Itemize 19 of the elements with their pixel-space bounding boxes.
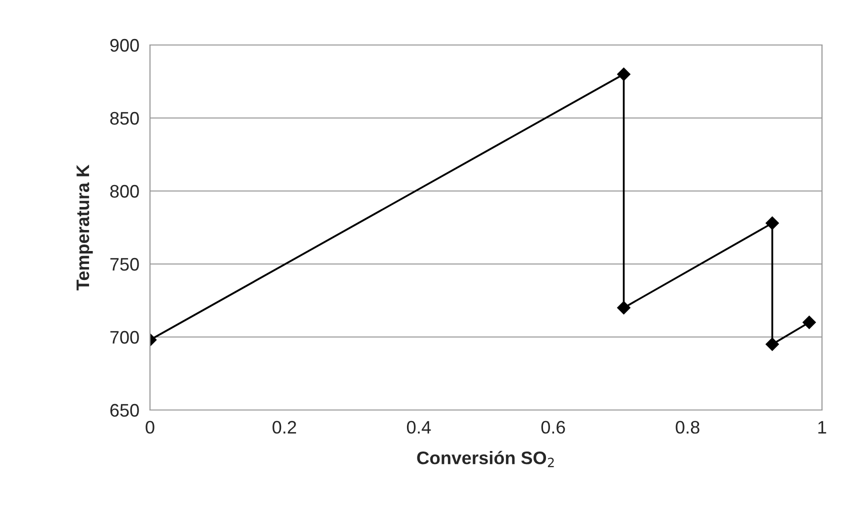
y-tick-label: 850 — [110, 112, 139, 125]
point — [766, 338, 779, 351]
y-tick-label: 800 — [110, 184, 139, 198]
x-tick-label: 0.8 — [676, 420, 700, 434]
y-tick-label: 700 — [110, 330, 139, 344]
x-tick-label: 0.6 — [541, 420, 565, 434]
point — [802, 316, 816, 329]
point — [617, 68, 630, 81]
point — [617, 301, 630, 314]
x-axis-title: Conversión SO$_{2}$ — [417, 450, 554, 468]
point — [766, 216, 779, 230]
y-axis-title: Temperatura K — [76, 164, 93, 290]
x-tick-label: 0 — [146, 420, 154, 434]
x-tick-label: 1 — [818, 421, 826, 434]
x-tick-label: 0.2 — [272, 420, 296, 434]
y-tick-label: 750 — [110, 258, 139, 271]
y-tick-label: 650 — [110, 404, 139, 417]
x-tick-label: 0.4 — [406, 420, 431, 434]
y-tick-label: 900 — [110, 38, 139, 52]
